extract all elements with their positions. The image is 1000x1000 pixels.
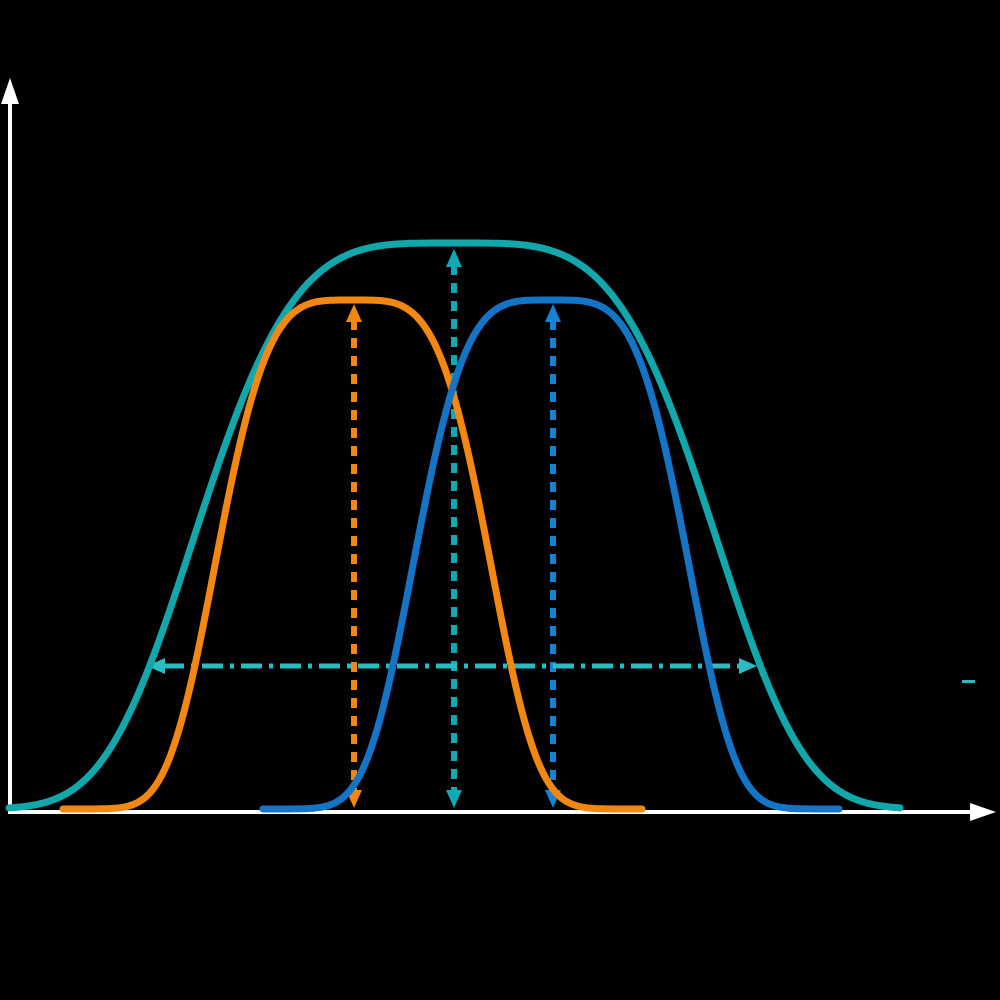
teal-width-arrow-right-head bbox=[739, 658, 757, 674]
x-axis-arrowhead bbox=[970, 803, 996, 821]
small-teal-dash bbox=[962, 680, 975, 683]
teal-width-arrow-left-head bbox=[147, 658, 165, 674]
orange-left-curve bbox=[59, 296, 646, 813]
blue-right-curve bbox=[259, 296, 843, 813]
teal-peak-height-arrow-up-head bbox=[446, 249, 462, 267]
blue-peak-height-arrow-up-head bbox=[545, 304, 561, 322]
teal-peak-height-arrow-down-head bbox=[446, 790, 462, 808]
teal-wide-curve bbox=[5, 239, 904, 812]
orange-peak-height-arrow-up-head bbox=[346, 304, 362, 322]
y-axis-arrowhead bbox=[1, 78, 19, 104]
